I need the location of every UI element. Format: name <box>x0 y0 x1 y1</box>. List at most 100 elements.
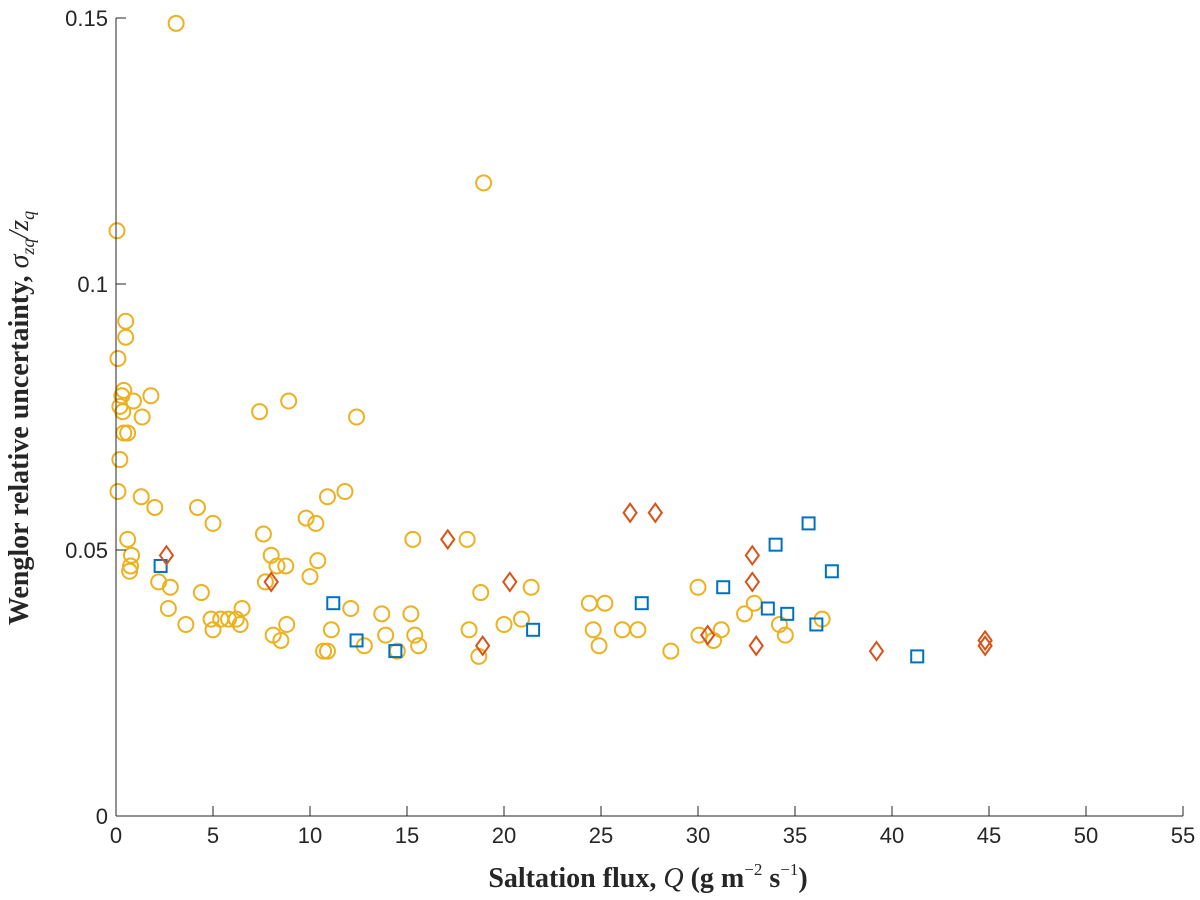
data-point-circle <box>404 530 422 548</box>
data-point-circle <box>254 525 272 543</box>
data-point-circle <box>142 387 160 405</box>
data-point-circle <box>495 615 513 633</box>
data-point-circle <box>475 174 493 192</box>
data-point-circle <box>161 578 179 596</box>
data-point-circle <box>231 615 249 633</box>
y-tick-label: 0.1 <box>77 272 108 297</box>
data-point-circle <box>108 222 126 240</box>
data-point-circle <box>119 424 137 442</box>
data-point-circle <box>114 403 132 421</box>
data-point-square <box>716 580 731 595</box>
data-point-circle <box>776 626 794 644</box>
data-point-diamond <box>744 571 761 593</box>
data-point-circle <box>318 488 336 506</box>
data-point-diamond <box>868 640 885 662</box>
data-point-circle <box>111 451 129 469</box>
data-point-square <box>910 649 925 664</box>
x-tick-label: 55 <box>1171 823 1195 848</box>
data-point-circle <box>584 621 602 639</box>
data-point-circle <box>613 621 631 639</box>
data-point-circle <box>402 605 420 623</box>
data-point-circle <box>251 403 269 421</box>
x-tick-label: 40 <box>880 823 904 848</box>
data-point-square <box>153 558 168 573</box>
data-point-circle <box>406 626 424 644</box>
data-point-circle <box>580 594 598 612</box>
data-point-circle <box>277 557 295 575</box>
data-point-circle <box>736 605 754 623</box>
data-point-square <box>824 564 839 579</box>
data-point-circle <box>301 568 319 586</box>
data-point-circle <box>596 594 614 612</box>
data-point-diamond <box>622 502 638 524</box>
data-point-circle <box>117 312 135 330</box>
data-point-circle <box>256 573 274 591</box>
data-point-circle <box>377 626 395 644</box>
data-point-circle <box>712 621 730 639</box>
data-point-circle <box>522 578 540 596</box>
data-point-circle <box>348 408 366 426</box>
data-point-circle <box>280 392 298 410</box>
data-point-circle <box>460 621 478 639</box>
data-point-diamond <box>748 635 764 657</box>
data-point-circle <box>629 621 647 639</box>
data-point-circle <box>117 328 135 346</box>
data-point-circle <box>512 610 530 628</box>
y-axis-title: Wenglor relative uncertainty, σzq/zq <box>4 211 38 625</box>
data-point-circle <box>470 647 488 665</box>
data-point-diamond <box>158 544 175 567</box>
x-tick-label: 5 <box>207 823 219 848</box>
data-point-diamond <box>647 502 664 524</box>
data-point-circle <box>307 514 325 532</box>
data-point-circle <box>458 530 476 548</box>
data-point-diamond <box>699 624 716 646</box>
data-point-diamond <box>474 635 491 657</box>
data-point-square <box>634 596 649 611</box>
data-point-circle <box>202 610 220 628</box>
data-point-square <box>809 617 824 632</box>
x-tick-label: 15 <box>395 823 419 848</box>
data-point-square <box>768 537 783 552</box>
y-tick-label: 0.15 <box>65 6 108 31</box>
data-point-circle <box>745 594 763 612</box>
data-point-circle <box>233 600 251 618</box>
data-point-circle <box>410 637 428 655</box>
x-tick-label: 45 <box>977 823 1001 848</box>
data-point-diamond <box>263 571 279 593</box>
data-point-circle <box>662 642 680 660</box>
data-point-square <box>780 606 795 621</box>
data-point-circle <box>146 498 164 516</box>
data-point-circle <box>472 584 490 602</box>
data-point-circle <box>167 14 185 32</box>
data-point-circle <box>336 482 354 500</box>
data-markers <box>108 14 993 665</box>
data-point-circle <box>373 605 391 623</box>
data-point-circle <box>690 626 708 644</box>
data-point-square <box>526 622 541 637</box>
data-point-circle <box>318 642 336 660</box>
data-point-circle <box>159 600 177 618</box>
data-point-circle <box>177 615 195 633</box>
data-point-circle <box>192 584 210 602</box>
data-point-circle <box>590 637 608 655</box>
x-tick-label: 0 <box>110 823 122 848</box>
axes <box>115 18 1183 817</box>
data-point-circle <box>119 530 137 548</box>
data-point-square <box>388 644 403 659</box>
y-tick-label: 0.05 <box>65 538 108 563</box>
data-point-diamond <box>977 635 993 657</box>
data-point-diamond <box>744 544 761 567</box>
data-point-circle <box>122 557 140 575</box>
data-point-circle <box>204 514 222 532</box>
data-point-diamond <box>977 629 993 652</box>
data-point-square <box>760 601 775 616</box>
x-tick-label: 50 <box>1074 823 1098 848</box>
data-point-circle <box>124 392 142 410</box>
x-tick-label: 10 <box>298 823 322 848</box>
data-point-square <box>326 596 341 611</box>
data-point-circle <box>322 621 340 639</box>
data-point-diamond <box>440 528 456 551</box>
data-point-circle <box>204 621 222 639</box>
x-axis-title: Saltation flux, Q (g m−2 s−1) <box>488 860 807 894</box>
